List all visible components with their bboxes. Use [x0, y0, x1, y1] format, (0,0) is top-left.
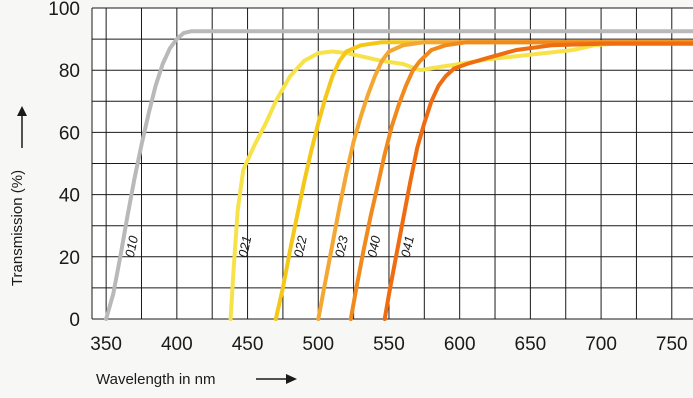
y-axis-arrow-icon: [17, 106, 27, 116]
x-tick-label: 350: [90, 334, 122, 355]
y-axis-title: Transmission (%): [9, 170, 26, 286]
x-tick-label: 500: [302, 334, 334, 355]
x-axis-title: Wavelength in nm: [96, 371, 216, 388]
series-line-023: [316, 40, 693, 321]
y-axis-title-group: Transmission (%): [9, 170, 26, 286]
series-label-023: 023: [332, 234, 351, 259]
series-label-022: 022: [291, 234, 310, 259]
y-tick-label: 20: [59, 248, 80, 269]
series-label-041: 041: [398, 234, 417, 258]
y-tick-label: 0: [69, 310, 80, 331]
y-tick-label: 40: [59, 186, 80, 207]
x-tick-labels: 350 400 450 500 550 600 650 700 750: [90, 334, 687, 355]
x-tick-label: 550: [373, 334, 405, 355]
series-line-041: [382, 41, 693, 321]
x-tick-label: 450: [232, 334, 264, 355]
series-line-021: [228, 40, 693, 321]
series-label-040: 040: [364, 234, 383, 259]
series-label-010: 010: [122, 234, 141, 259]
series-line-010: [104, 29, 693, 321]
x-tick-label: 400: [161, 334, 193, 355]
y-tick-label: 80: [59, 61, 80, 82]
y-tick-label: 100: [48, 0, 80, 20]
y-tick-labels: 0 20 40 60 80 100: [48, 0, 80, 331]
x-tick-label: 750: [656, 334, 688, 355]
series-label-021: 021: [235, 234, 254, 258]
series-layer: [104, 29, 693, 321]
x-tick-label: 600: [444, 334, 476, 355]
y-tick-label: 60: [59, 123, 80, 144]
x-tick-label: 700: [585, 334, 617, 355]
x-tick-label: 650: [515, 334, 547, 355]
curve-labels: 010 021 022 023 040 041: [122, 234, 417, 259]
x-axis-arrow-icon: [286, 374, 297, 384]
grid: [91, 7, 693, 320]
series-line-040: [348, 40, 693, 321]
